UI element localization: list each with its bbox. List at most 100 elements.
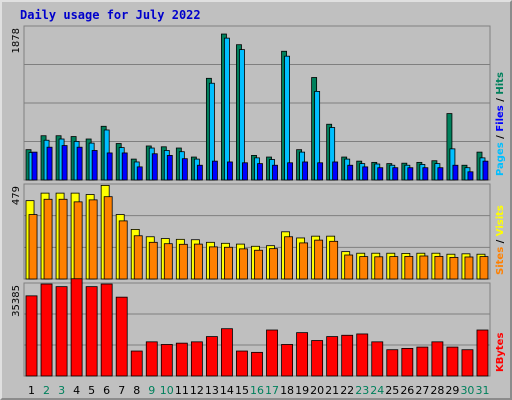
bar-sites-day-28 bbox=[434, 255, 444, 280]
bar-files-day-13 bbox=[208, 82, 215, 181]
bar-pages-day-13 bbox=[211, 160, 218, 181]
bar-kbytes-day-9 bbox=[145, 341, 158, 377]
bar-sites-day-20 bbox=[314, 239, 324, 280]
bar-sites-day-4 bbox=[73, 201, 83, 280]
bar-kbytes-day-22 bbox=[341, 334, 354, 377]
bar-kbytes-day-26 bbox=[401, 348, 414, 377]
bar-pages-day-29 bbox=[452, 164, 459, 181]
bar-kbytes-day-19 bbox=[296, 332, 309, 377]
day-label: 16 bbox=[250, 384, 264, 397]
bar-hits-day-29 bbox=[446, 113, 453, 181]
day-label: 3 bbox=[58, 384, 65, 397]
bar-pages-day-25 bbox=[392, 167, 399, 181]
bar-sites-day-15 bbox=[239, 248, 248, 280]
bar-sites-day-2 bbox=[43, 198, 53, 280]
day-label: 4 bbox=[73, 384, 80, 397]
bar-kbytes-day-20 bbox=[311, 340, 324, 377]
bar-pages-day-1 bbox=[31, 151, 38, 181]
legend-separator: / bbox=[495, 132, 506, 143]
bar-sites-day-17 bbox=[269, 248, 278, 280]
bar-sites-day-22 bbox=[344, 254, 354, 280]
bar-pages-day-18 bbox=[287, 162, 293, 181]
bar-kbytes-day-10 bbox=[160, 344, 173, 377]
bar-kbytes-day-17 bbox=[266, 329, 278, 377]
bar-sites-day-11 bbox=[178, 243, 188, 280]
bar-kbytes-day-6 bbox=[100, 283, 113, 377]
legend-item-pages: Pages bbox=[495, 142, 506, 176]
bar-kbytes-day-7 bbox=[115, 296, 128, 377]
bar-sites-day-23 bbox=[359, 256, 369, 280]
bar-pages-day-21 bbox=[332, 161, 339, 181]
legend-hits-files-pages: Pages / Files / Hits bbox=[495, 72, 506, 176]
day-label: 12 bbox=[190, 384, 204, 397]
bar-sites-day-19 bbox=[299, 242, 309, 280]
bar-pages-day-6 bbox=[106, 152, 113, 181]
bar-sites-day-21 bbox=[329, 240, 339, 280]
bar-files-day-20 bbox=[314, 91, 321, 181]
bar-kbytes-day-14 bbox=[221, 328, 233, 377]
day-label: 25 bbox=[385, 384, 399, 397]
legend-separator: / bbox=[495, 95, 506, 106]
bar-pages-day-30 bbox=[467, 171, 474, 181]
bar-kbytes-day-29 bbox=[446, 346, 459, 377]
bar-pages-day-20 bbox=[317, 162, 324, 181]
day-label: 18 bbox=[280, 384, 294, 397]
day-label: 22 bbox=[340, 384, 354, 397]
bar-pages-day-16 bbox=[257, 163, 263, 181]
bar-files-day-15 bbox=[239, 49, 245, 181]
bar-sites-day-9 bbox=[148, 241, 158, 280]
legend-item-sites: Sites bbox=[495, 247, 506, 275]
day-label: 19 bbox=[295, 384, 309, 397]
y-max-label: 479 bbox=[11, 186, 22, 205]
day-label: 2 bbox=[43, 384, 50, 397]
day-label: 17 bbox=[265, 384, 279, 397]
bar-pages-day-3 bbox=[61, 145, 68, 181]
day-label: 10 bbox=[160, 384, 174, 397]
bar-pages-day-5 bbox=[91, 150, 98, 181]
bar-kbytes-day-1 bbox=[25, 295, 38, 377]
bar-pages-day-7 bbox=[121, 152, 128, 181]
day-label: 6 bbox=[103, 384, 110, 397]
bar-sites-day-18 bbox=[284, 236, 293, 280]
bar-sites-day-8 bbox=[133, 235, 143, 280]
bar-kbytes-day-2 bbox=[40, 283, 53, 377]
bar-pages-day-10 bbox=[166, 154, 173, 181]
bar-sites-day-6 bbox=[103, 196, 113, 280]
bar-sites-day-27 bbox=[419, 255, 429, 280]
bar-kbytes-day-13 bbox=[205, 336, 218, 377]
day-label: 27 bbox=[415, 384, 429, 397]
bar-kbytes-day-11 bbox=[175, 342, 188, 377]
day-label: 5 bbox=[88, 384, 95, 397]
bar-sites-day-24 bbox=[374, 256, 384, 280]
bar-kbytes-day-23 bbox=[356, 333, 369, 377]
bar-kbytes-day-31 bbox=[476, 329, 489, 377]
bar-pages-day-11 bbox=[181, 158, 188, 181]
day-label: 26 bbox=[400, 384, 414, 397]
bar-kbytes-day-28 bbox=[431, 341, 444, 377]
legend-item-visits: Visits bbox=[495, 205, 506, 236]
panel-visits-sites: 479 Sites / Visits bbox=[11, 183, 506, 280]
bar-sites-day-1 bbox=[28, 214, 38, 280]
day-label: 11 bbox=[175, 384, 189, 397]
legend-visits-sites: Sites / Visits bbox=[495, 205, 506, 275]
bar-sites-day-12 bbox=[193, 243, 203, 280]
bar-pages-day-31 bbox=[482, 160, 489, 181]
bar-pages-day-2 bbox=[46, 146, 53, 181]
bar-pages-day-8 bbox=[136, 166, 143, 181]
bar-pages-day-27 bbox=[422, 167, 429, 181]
day-label: 13 bbox=[205, 384, 219, 397]
bar-pages-day-26 bbox=[407, 167, 414, 181]
bar-kbytes-day-12 bbox=[190, 341, 203, 377]
legend-item-hits: Hits bbox=[495, 72, 506, 95]
bar-sites-day-31 bbox=[479, 256, 489, 280]
bar-pages-day-22 bbox=[347, 164, 354, 181]
day-label: 15 bbox=[235, 384, 249, 397]
bar-kbytes-day-25 bbox=[386, 349, 399, 377]
panel-kbytes: 35385 KBytes bbox=[11, 278, 506, 377]
bar-kbytes-day-5 bbox=[85, 286, 98, 377]
bar-sites-day-13 bbox=[208, 246, 218, 280]
bar-files-day-18 bbox=[284, 55, 290, 181]
day-label: 8 bbox=[133, 384, 140, 397]
bar-sites-day-14 bbox=[224, 246, 233, 280]
